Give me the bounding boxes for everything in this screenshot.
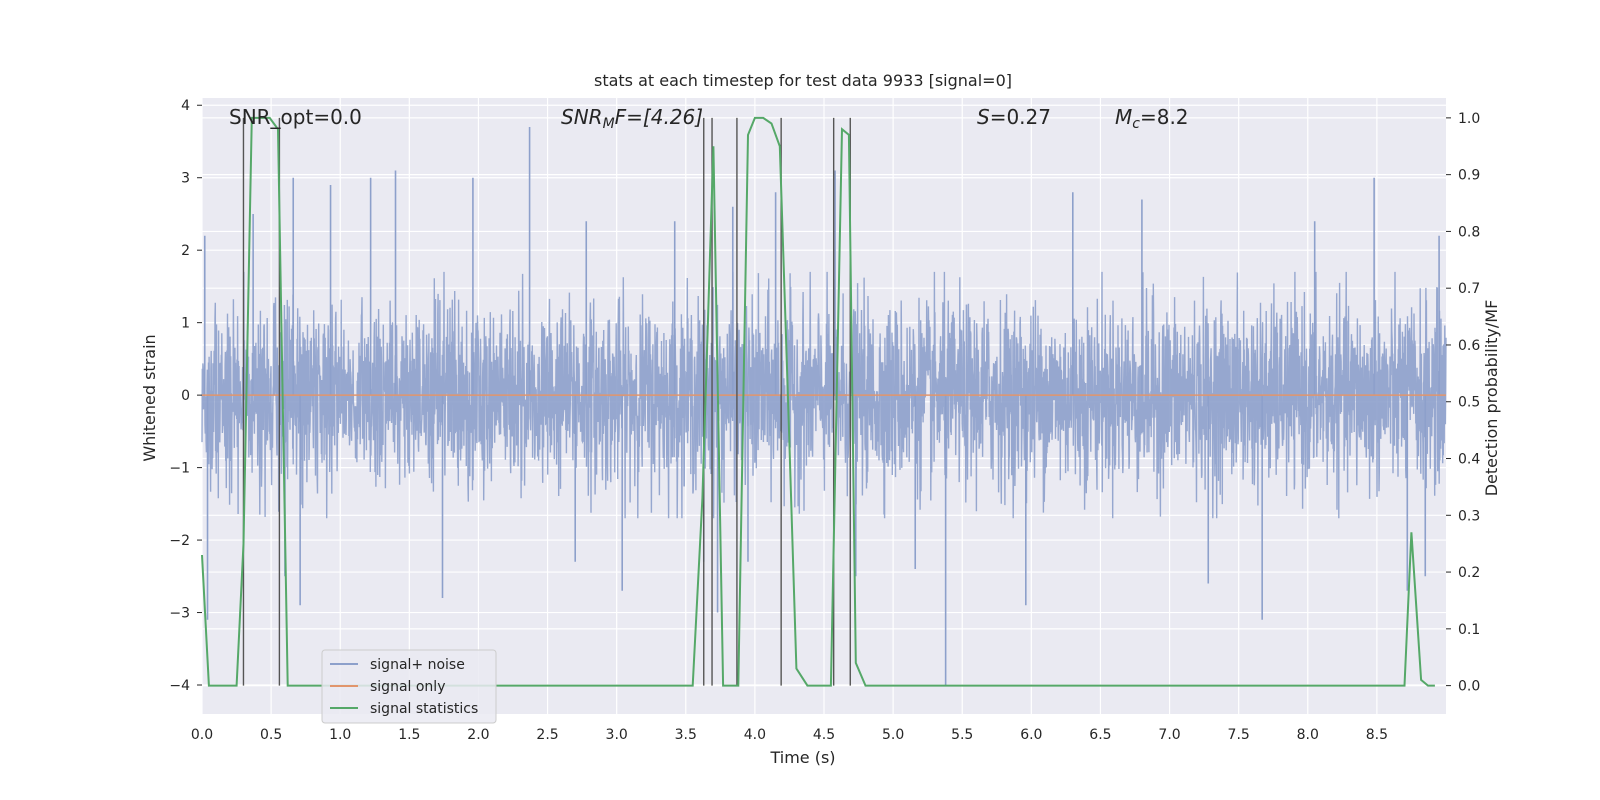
x-tick-label: 5.0 [882, 727, 904, 743]
annotation-snr-opt: SNR_opt=0.0 [229, 105, 362, 129]
y2-tick-label: 1.0 [1458, 111, 1480, 127]
x-tick-label: 2.0 [467, 727, 489, 743]
x-tick-label: 7.0 [1158, 727, 1180, 743]
y-tick-label: −4 [169, 678, 190, 694]
legend-entry-signal: signal only [370, 679, 445, 695]
y2-tick-label: 0.5 [1458, 395, 1480, 411]
y2-axis-label: Detection probability/MF [1482, 300, 1501, 497]
legend-entry-stat: signal statistics [370, 701, 478, 717]
annotation-mc-subscript: c [1132, 116, 1140, 132]
y-tick-label: 1 [181, 316, 190, 332]
y2-axis-ticks: 1.0 0.9 0.8 0.7 0.6 0.5 0.4 0.3 0.2 0.1 0.0 [1446, 111, 1480, 695]
x-tick-label: 0.0 [191, 727, 213, 743]
y2-tick-label: 0.1 [1458, 622, 1480, 638]
x-axis-ticks: 0.0 0.5 1.0 1.5 2.0 2.5 3.0 3.5 4.0 4.5 5.0 5.5 6.0 6… [191, 727, 1388, 743]
x-tick-label: 0.5 [260, 727, 282, 743]
y2-tick-label: 0.9 [1458, 168, 1480, 184]
noise-trace [201, 271, 1447, 519]
y2-tick-label: 0.0 [1458, 679, 1480, 695]
x-tick-label: 1.0 [329, 727, 351, 743]
annotation-mc-value: =8.2 [1140, 105, 1189, 129]
chart-title: stats at each timestep for test data 993… [594, 71, 1012, 90]
y-tick-label: −1 [169, 461, 190, 477]
annotation-s: S=0.27 [977, 105, 1051, 129]
x-tick-label: 4.0 [744, 727, 766, 743]
annotation-snr-mf: SNRMF=[4.26] [561, 105, 703, 132]
y-axis-ticks: 4 3 2 1 0 −1 −2 −3 −4 [169, 98, 202, 694]
x-tick-label: 8.0 [1297, 727, 1319, 743]
y-tick-label: −2 [169, 533, 190, 549]
x-tick-label: 1.5 [398, 727, 420, 743]
annotation-s-value: =0.27 [990, 105, 1051, 129]
x-tick-label: 4.5 [813, 727, 835, 743]
x-tick-label: 3.5 [675, 727, 697, 743]
y-tick-label: 0 [181, 388, 190, 404]
y2-tick-label: 0.8 [1458, 224, 1480, 240]
annotation-snr-mf-rest: F=[4.26] [615, 105, 703, 129]
y-tick-label: 4 [181, 98, 190, 114]
x-tick-label: 2.5 [536, 727, 558, 743]
x-tick-label: 6.0 [1020, 727, 1042, 743]
signal-statistics-line [201, 116, 1435, 687]
x-tick-label: 5.5 [951, 727, 973, 743]
legend-box [321, 649, 497, 724]
legend: signal+ noise signal only signal statist… [321, 649, 497, 724]
y2-tick-label: 0.4 [1458, 452, 1480, 468]
x-tick-label: 3.0 [606, 727, 628, 743]
y2-tick-label: 0.3 [1458, 508, 1480, 524]
x-tick-label: 7.5 [1228, 727, 1250, 743]
y2-tick-label: 0.2 [1458, 565, 1480, 581]
y-tick-label: −3 [169, 606, 190, 622]
x-tick-label: 8.5 [1366, 727, 1388, 743]
annotation-mc-symbol: M [1115, 105, 1132, 129]
y-tick-label: 2 [181, 243, 190, 259]
legend-entry-noise: signal+ noise [370, 657, 465, 673]
series-signal-statistics [201, 116, 1435, 687]
y2-tick-label: 0.6 [1458, 338, 1480, 354]
y2-tick-label: 0.7 [1458, 281, 1480, 297]
x-tick-label: 6.5 [1089, 727, 1111, 743]
annotation-snr-mf-symbol: SNR [561, 105, 603, 129]
series-signal-noise [201, 126, 1447, 686]
y-tick-label: 3 [181, 171, 190, 187]
x-axis-label: Time (s) [769, 748, 835, 767]
annotation-mc: Mc=8.2 [1115, 105, 1189, 132]
y-axis-label: Whitened strain [140, 334, 159, 461]
annotation-s-symbol: S [977, 105, 990, 129]
annotation-snr-mf-subscript: M [603, 116, 615, 132]
